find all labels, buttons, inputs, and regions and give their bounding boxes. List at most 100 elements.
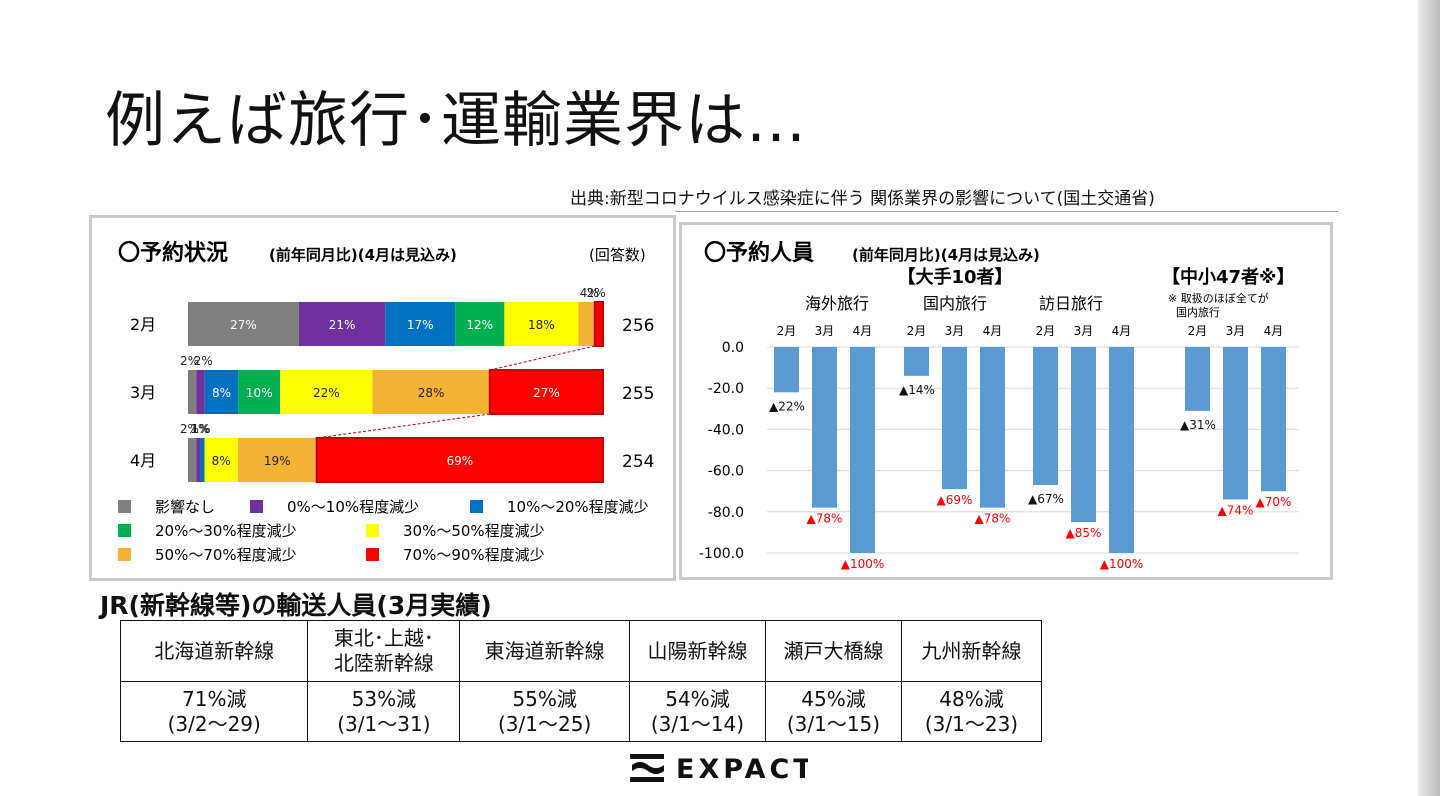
bar: [904, 347, 929, 376]
bar-segment: [200, 438, 205, 482]
bar-segment: [316, 438, 603, 482]
data-label: 27%: [230, 318, 257, 332]
data-label: 2%: [194, 354, 213, 368]
legend-label: 10%～20%程度減少: [507, 498, 649, 516]
group-header: 【大手10者】: [897, 266, 1012, 288]
reservation-count-panel: 〇予約人員 (前年同月比)(4月は見込み) 0.0 -20.0 -40.0 -60.0 -8…: [679, 222, 1333, 580]
jr-decrease-value: 48%減: [939, 686, 1004, 711]
legend-label: 30%～50%程度減少: [403, 522, 545, 540]
jr-period: (3/2～29): [167, 711, 261, 736]
data-label: 2%: [180, 354, 199, 368]
jr-decrease-value: 55%減: [512, 686, 577, 711]
data-label: 12%: [466, 318, 493, 332]
subgroup-label: 海外旅行: [805, 294, 869, 313]
jr-line-value: 54%減 (3/1～14): [628, 681, 766, 742]
bar-segment: [237, 438, 317, 482]
data-label: 8%: [212, 386, 231, 400]
data-label: 4%: [580, 286, 599, 300]
category-label: 3月: [130, 383, 156, 402]
bar-segment: [188, 438, 197, 482]
data-label: ▲14%: [899, 383, 935, 397]
data-label: 69%: [446, 454, 473, 468]
data-label: ▲78%: [807, 512, 843, 526]
data-label: ▲74%: [1218, 503, 1254, 517]
bar: [1033, 347, 1058, 486]
jr-line-value: 55%減 (3/1～25): [459, 681, 630, 742]
jr-decrease-value: 71%減: [182, 686, 247, 711]
jr-line-name-text: 九州新幹線: [921, 638, 1022, 663]
bar: [812, 347, 837, 508]
month-label: 4月: [1264, 324, 1284, 338]
month-label: 2月: [1188, 324, 1208, 338]
bar-segment: [204, 438, 238, 482]
jr-line-name-text: 東北･上越･: [333, 626, 434, 650]
jr-period: (3/1～23): [924, 711, 1019, 736]
data-label: ▲100%: [1100, 557, 1144, 571]
legend-label: 20%～30%程度減少: [155, 522, 297, 540]
data-label: ▲69%: [937, 493, 973, 507]
bar-segment: [188, 302, 299, 346]
bar-segment: [188, 370, 197, 414]
data-label: ▲67%: [1028, 492, 1064, 506]
respondents-header: (回答数): [589, 246, 646, 264]
legend-label: 0%～10%程度減少: [287, 498, 419, 516]
legend-swatch: [366, 524, 379, 537]
data-label: ▲22%: [769, 399, 805, 413]
data-label: ▲31%: [1180, 418, 1216, 432]
data-label: 27%: [533, 386, 560, 400]
bar-segment: [196, 370, 205, 414]
data-label: 1%: [192, 422, 211, 436]
jr-table: 北海道新幹線 東北･上越･ 北陸新幹線 東海道新幹線 山陽新幹線 瀬戸大橋線 九州新幹線 7…: [119, 620, 1043, 742]
bar-segment: [280, 370, 373, 414]
month-label: 3月: [1074, 324, 1094, 338]
data-label: 19%: [264, 454, 291, 468]
jr-period: (3/1～15): [786, 711, 881, 736]
data-label: 17%: [407, 318, 434, 332]
bar-segment: [504, 302, 579, 346]
bar-segment: [489, 370, 603, 414]
legend-swatch: [118, 548, 131, 561]
group-header: 【中小47者※】: [1162, 266, 1295, 288]
category-label: 2月: [130, 315, 156, 334]
data-label: 18%: [528, 318, 555, 332]
connector-line: [489, 345, 595, 371]
highlight-outline: [593, 301, 604, 347]
page-title: 例えば旅行･運輸業界は…: [105, 86, 807, 156]
bar-segment: [196, 438, 201, 482]
brand-name: EXPACT: [676, 754, 808, 785]
jr-header-row: 北海道新幹線 東北･上越･ 北陸新幹線 東海道新幹線 山陽新幹線 瀬戸大橋線 九州新幹線: [119, 620, 1043, 682]
legend-swatch: [470, 500, 483, 513]
jr-line-name: 東海道新幹線: [459, 620, 630, 682]
data-label: 21%: [329, 318, 356, 332]
source-note: 出典:新型コロナウイルス感染症に伴う 関係業界の影響について(国土交通省): [570, 189, 1155, 209]
brand-logo: EXPACT: [628, 748, 812, 792]
subgroup-label: 訪日旅行: [1039, 294, 1103, 313]
chart-title: 〇予約人員: [704, 240, 814, 266]
y-tick-label: -80.0: [708, 505, 744, 521]
jr-line-name-text: 北海道新幹線: [154, 638, 275, 663]
y-tick-label: -60.0: [708, 464, 744, 480]
reservation-status-panel: 〇予約状況 (前年同月比)(4月は見込み) (回答数) 2月 27% 21% 17% 12% 1…: [89, 215, 676, 581]
jr-line-name: 東北･上越･ 北陸新幹線: [307, 620, 461, 682]
subgroup-label: 国内旅行: [923, 294, 987, 313]
jr-line-name: 山陽新幹線: [628, 620, 766, 682]
jr-line-value: 48%減 (3/1～23): [900, 681, 1043, 742]
bar: [850, 347, 875, 553]
month-label: 3月: [945, 324, 965, 338]
bar-segment: [455, 302, 505, 346]
bar: [774, 347, 799, 393]
y-tick-label: -20.0: [708, 381, 744, 397]
highlight-outline: [315, 437, 604, 483]
logo-mark-icon: [630, 754, 664, 782]
jr-line-name-text: 山陽新幹線: [647, 638, 748, 663]
y-tick-label: 0.0: [722, 340, 744, 356]
group-note: ※ 取扱のほぼ全てが: [1168, 291, 1269, 305]
month-label: 4月: [853, 324, 873, 338]
bar-segment: [385, 302, 456, 346]
bar-segment: [204, 370, 239, 414]
data-label: 28%: [418, 386, 445, 400]
bar: [1071, 347, 1096, 523]
bar: [1109, 347, 1134, 553]
respondent-count: 255: [622, 384, 654, 404]
bar: [942, 347, 967, 490]
